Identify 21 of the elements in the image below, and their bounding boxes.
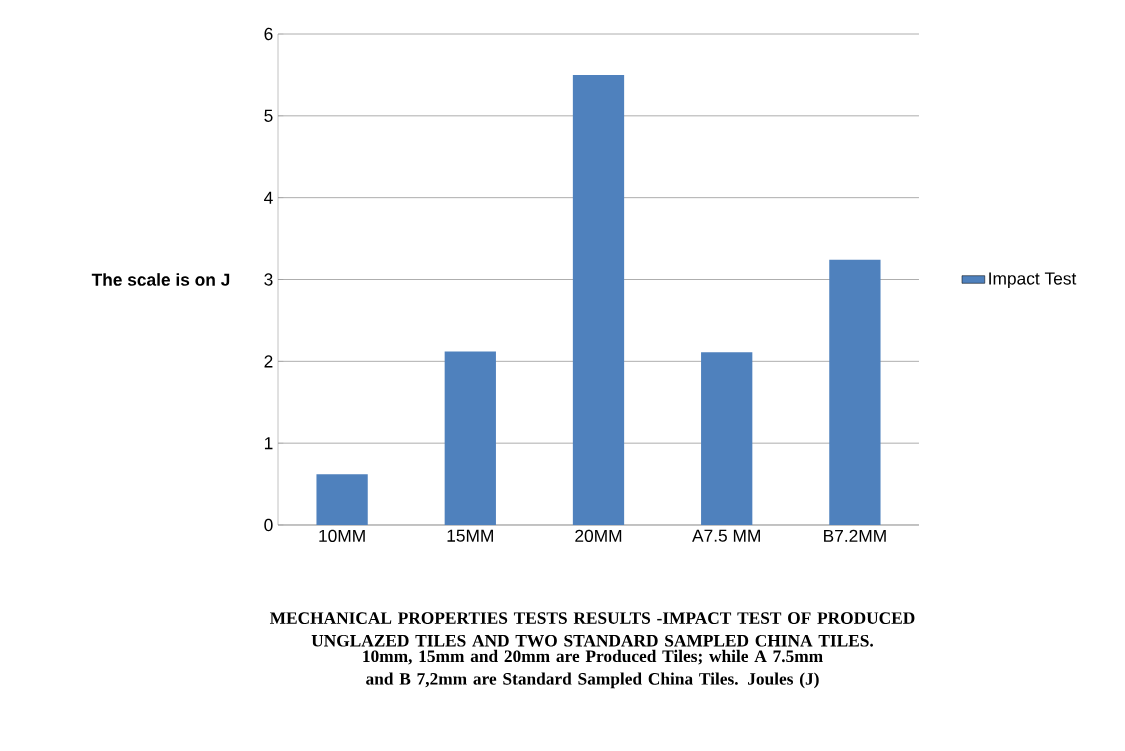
- x-tick-label: 20MM: [575, 529, 622, 542]
- x-tick-label: B7.2MM: [824, 529, 886, 542]
- y-tick-label: 0: [264, 518, 273, 532]
- x-tick-label: 15MM: [447, 529, 493, 542]
- text: 10mm, 15mm and 20mm are Produced Tiles; while A 7.5mm and B 7,2mm are Standard Sampled China Tiles. Joules (J): [363, 649, 823, 689]
- y-tick-label: 3: [264, 273, 273, 286]
- x-tick-label: A7.5 MM: [692, 529, 760, 542]
- bar: [701, 352, 753, 525]
- y-tick-label: 4: [264, 191, 273, 204]
- y-axis-title: The scale is on J: [91, 273, 230, 286]
- y-tick-label: 2: [264, 355, 273, 368]
- x-tick-label: 10MM: [319, 529, 365, 542]
- bar: [316, 474, 368, 525]
- y-tick-label: 5: [264, 109, 273, 122]
- legend-label: Impact Test: [989, 272, 1077, 289]
- bar: [572, 74, 625, 525]
- y-tick-label: 1: [264, 437, 273, 450]
- text: MECHANICAL PROPERTIES TESTS RESULTS -IMPACT TEST OF PRODUCED UNGLAZED TILES AND TWO STANDARD SAMPLED CHINA TILES.: [269, 612, 915, 647]
- y-tick-label: 6: [264, 27, 273, 41]
- bar: [444, 351, 496, 525]
- bar: [829, 259, 881, 525]
